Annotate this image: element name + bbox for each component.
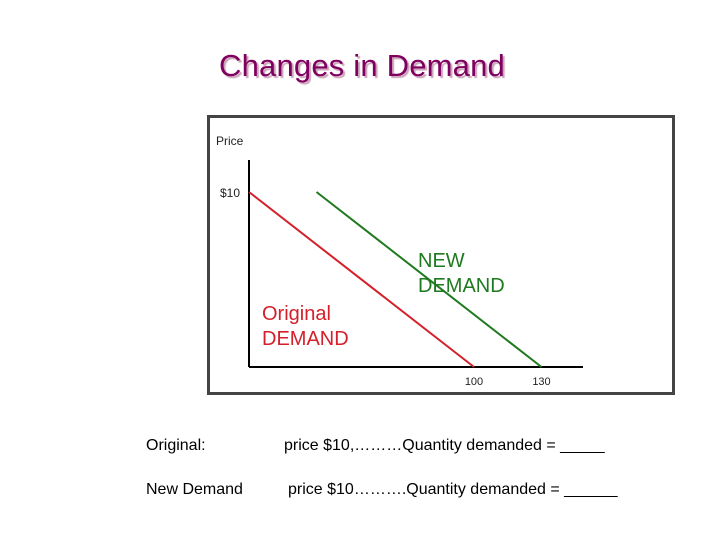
y-tick-label-10: $10 xyxy=(220,186,240,200)
question-label-original: Original: xyxy=(146,437,206,454)
y-axis-label: Price xyxy=(216,134,244,148)
series-line-original-demand xyxy=(248,191,475,368)
series-label-original: Original xyxy=(262,303,331,325)
series-label-new: NEW xyxy=(418,250,465,272)
chart-frame xyxy=(207,115,675,395)
series-label-original-demand: DEMAND xyxy=(262,328,349,350)
demand-chart: Price $10 100 130 Original DEMAND NEW DE… xyxy=(207,115,675,395)
x-tick-label-100: 100 xyxy=(465,376,483,388)
question-text-new-demand: price $10……….Quantity demanded = ______ xyxy=(288,481,618,498)
question-text-original: price $10,………Quantity demanded = _____ xyxy=(284,437,605,454)
demand-chart-svg: Price $10 100 130 Original DEMAND NEW DE… xyxy=(207,115,675,395)
series-label-new-demand: DEMAND xyxy=(418,275,505,297)
x-tick-label-130: 130 xyxy=(532,376,550,388)
series-line-new-demand xyxy=(315,191,543,368)
question-label-new-demand: New Demand xyxy=(146,481,243,498)
slide-title: Changes in Demand xyxy=(218,48,506,83)
